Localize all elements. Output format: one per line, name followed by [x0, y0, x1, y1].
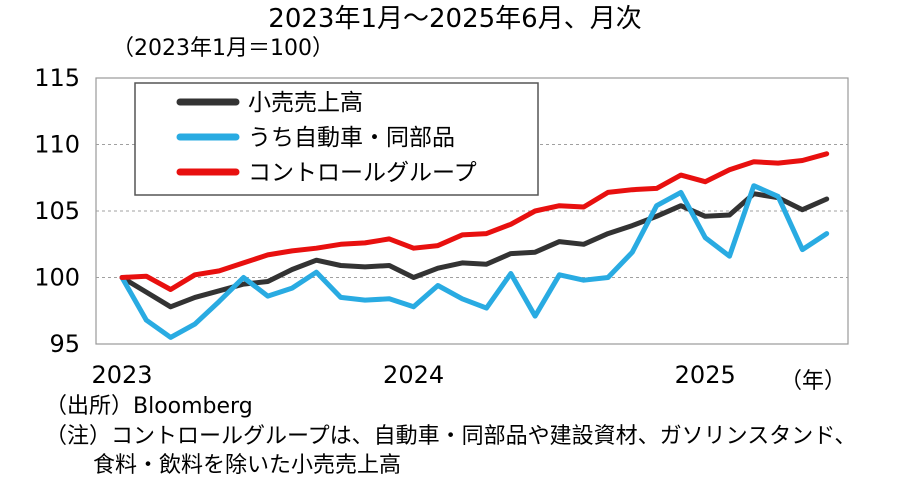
- y-tick-label: 110: [34, 131, 80, 159]
- source-note: （出所）Bloomberg: [45, 394, 253, 419]
- y-tick-label: 95: [49, 330, 80, 358]
- legend-label-0: 小売売上高: [248, 90, 363, 116]
- series-line-0: [119, 191, 830, 310]
- grid-lines: [96, 144, 848, 278]
- x-tick-label: 2023: [91, 361, 152, 389]
- x-tick-label: 2025: [675, 361, 736, 389]
- x-tick-label: 2024: [383, 361, 444, 389]
- series-line-2: [119, 151, 830, 292]
- y-tick-label: 100: [34, 264, 80, 292]
- footnote-line-1: （注）コントロールグループは、自動車・同部品や建設資材、ガソリンスタンド、: [45, 424, 857, 449]
- y-axis-label: （2023年1月＝100）: [112, 36, 334, 61]
- y-tick-label: 115: [34, 64, 80, 92]
- footnote-line-2: 食料・飲料を除いた小売売上高: [93, 453, 402, 478]
- y-tick-labels: 95 100 105 110 115: [34, 64, 80, 358]
- legend-label-2: コントロールグループ: [248, 160, 477, 186]
- series-lines: [119, 151, 830, 340]
- series-line-1: [119, 183, 830, 340]
- legend-label-1: うち自動車・同部品: [248, 125, 455, 151]
- x-axis-unit: （年）: [780, 369, 846, 394]
- chart-title: 2023年1月～2025年6月、月次: [268, 4, 641, 34]
- x-tick-labels: 2023 2024 2025: [91, 361, 735, 389]
- y-tick-label: 105: [34, 197, 80, 225]
